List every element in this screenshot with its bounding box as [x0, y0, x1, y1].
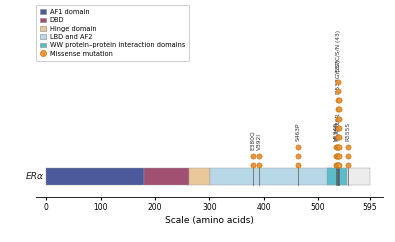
Point [335, 107, 342, 111]
Bar [347, 168, 370, 185]
Point [295, 163, 301, 167]
Point [335, 163, 341, 167]
Point [333, 154, 340, 158]
Point [335, 107, 341, 111]
Point [335, 163, 342, 167]
Point [335, 145, 342, 149]
X-axis label: Scale (amino acids): Scale (amino acids) [165, 216, 254, 225]
Text: P535H: P535H [335, 121, 339, 141]
Text: E380Q: E380Q [250, 130, 255, 150]
Point [256, 154, 262, 158]
Point [333, 163, 340, 167]
Point [334, 154, 340, 158]
Point [335, 136, 341, 139]
Point [345, 163, 351, 167]
Bar [327, 168, 347, 185]
Point [335, 98, 342, 102]
Point [335, 126, 341, 130]
Point [335, 154, 341, 158]
Point [334, 145, 340, 149]
Point [335, 154, 342, 158]
Point [335, 98, 341, 102]
Point [335, 145, 341, 149]
Point [295, 145, 301, 149]
Point [335, 145, 341, 149]
Point [250, 154, 256, 158]
Text: S463P: S463P [295, 122, 300, 141]
Point [335, 154, 341, 158]
Point [256, 163, 262, 167]
Text: ERα: ERα [26, 172, 44, 181]
Bar [144, 168, 189, 185]
Point [335, 136, 341, 139]
Legend: AF1 domain, DBD, Hinge domain, LBD and AF2, WW protein–protein interaction domai: AF1 domain, DBD, Hinge domain, LBD and A… [36, 5, 189, 60]
Point [335, 126, 342, 130]
Point [345, 145, 351, 149]
Text: L536R: L536R [335, 113, 340, 131]
Point [335, 163, 341, 167]
Text: V534E: V534E [334, 122, 339, 141]
Point [250, 163, 256, 167]
Text: D538G (32): D538G (32) [336, 60, 341, 94]
Point [335, 117, 342, 121]
Text: Y537C/S/N (43): Y537C/S/N (43) [336, 30, 340, 76]
Point [333, 145, 340, 149]
Text: R555S: R555S [345, 121, 350, 141]
Point [335, 117, 341, 121]
Point [335, 89, 341, 93]
Bar [47, 168, 144, 185]
Point [345, 154, 351, 158]
Bar [211, 168, 347, 185]
Text: V392I: V392I [257, 133, 262, 150]
Point [334, 163, 340, 167]
Bar [189, 168, 211, 185]
Point [295, 154, 301, 158]
Point [335, 136, 342, 139]
Point [335, 80, 341, 83]
